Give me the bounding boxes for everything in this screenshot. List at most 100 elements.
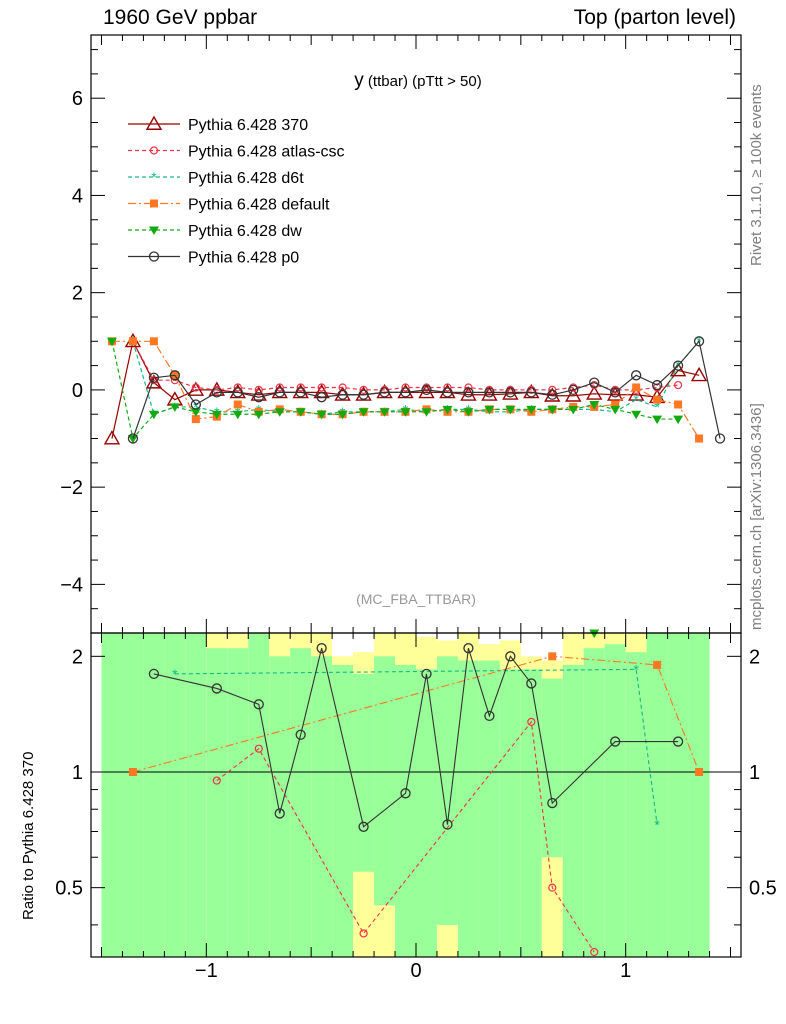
data-point: [253, 410, 264, 420]
data-point: [442, 405, 453, 415]
data-point: [484, 710, 495, 721]
data-point: [547, 405, 558, 415]
data-point: [400, 408, 411, 417]
data-point: [127, 435, 138, 444]
data-point: [295, 729, 306, 740]
data-point: [211, 683, 222, 694]
data-point: [212, 776, 221, 785]
data-point: [253, 699, 264, 710]
data-point: [191, 415, 200, 424]
data-point: [526, 387, 537, 398]
data-point: [652, 415, 663, 425]
data-point: [693, 336, 705, 347]
band-inner: [185, 633, 207, 957]
data-point: [169, 403, 180, 412]
data-point: [337, 410, 348, 420]
data-point: [359, 929, 368, 938]
data-point: [610, 405, 621, 415]
data-point: [568, 405, 579, 415]
data-point: [337, 389, 348, 400]
main-plot: ****************************: [103, 332, 726, 445]
data-point: [400, 788, 411, 799]
band-inner: [164, 633, 186, 957]
band-inner: [311, 656, 333, 957]
series-line: [111, 341, 679, 440]
band-inner: [646, 633, 668, 957]
data-point: [127, 433, 139, 444]
data-point: [505, 651, 516, 662]
data-point: [358, 389, 369, 400]
data-point: [464, 383, 473, 392]
ratio-series-line: [132, 655, 700, 773]
data-point: [484, 387, 495, 398]
data-point: [610, 387, 621, 398]
band-inner: [332, 664, 354, 957]
data-point: [589, 629, 600, 638]
data-point: [379, 408, 390, 417]
data-point: *: [193, 399, 199, 415]
data-point: [292, 383, 309, 399]
data-point: [296, 383, 305, 392]
data-point: *: [151, 169, 157, 185]
data-point: [463, 408, 474, 417]
band-inner: [457, 660, 479, 957]
data-point: [295, 408, 306, 417]
data-point: [316, 643, 327, 654]
y-tick-label: −4: [60, 574, 83, 596]
legend-label: Pythia 6.428 default: [188, 197, 330, 214]
band-inner: [436, 656, 458, 925]
data-point: [233, 400, 242, 409]
y-tick-label: 0.5: [55, 878, 83, 900]
data-point: [401, 383, 410, 392]
data-point: [229, 383, 246, 399]
y-tick-label: 6: [72, 88, 83, 110]
data-point: [611, 400, 620, 409]
band-inner: [374, 656, 396, 906]
data-point: [421, 668, 432, 680]
data-point: [421, 408, 432, 417]
data-point: [653, 395, 662, 404]
data-point: [695, 434, 704, 443]
data-point: [128, 767, 137, 776]
y-tick-label: 1: [72, 762, 83, 784]
data-point: [674, 400, 683, 409]
data-point: [232, 410, 243, 420]
band-inner: [206, 648, 228, 957]
data-point: [191, 383, 200, 392]
data-point: [274, 808, 285, 819]
y-tick-label: 4: [72, 185, 83, 207]
band-inner: [541, 678, 563, 858]
x-tick-label: −1: [195, 960, 218, 982]
data-point: [211, 387, 222, 398]
data-point: [695, 767, 704, 776]
data-point: [548, 652, 557, 661]
data-point: [169, 370, 181, 381]
data-point: [274, 408, 285, 417]
legend-label: Pythia 6.428 dw: [188, 223, 302, 240]
data-point: [190, 399, 201, 410]
legend-label: Pythia 6.428 370: [188, 117, 308, 134]
data-point: [673, 415, 684, 425]
data-point: [527, 717, 536, 727]
data-point: [145, 115, 163, 130]
data-point: [148, 410, 159, 420]
band-inner: [122, 633, 144, 957]
data-point: [334, 386, 351, 401]
data-point: [187, 381, 205, 396]
data-point: [442, 387, 453, 398]
data-point: [526, 405, 537, 415]
data-point: *: [633, 392, 639, 408]
data-point: [421, 384, 432, 396]
data-point: [275, 383, 284, 392]
band-inner: [520, 669, 542, 957]
band-inner: [478, 660, 500, 957]
data-point: [358, 408, 369, 417]
data-point: [690, 366, 708, 382]
ratio-series-line: [153, 648, 679, 828]
y-tick-label: 2: [72, 283, 83, 305]
x-tick-label: 1: [620, 960, 631, 982]
y-tick-label: 1: [749, 762, 760, 784]
data-point: [274, 387, 285, 398]
legend-label: Pythia 6.428 atlas-csc: [188, 144, 345, 161]
data-point: [653, 660, 662, 669]
